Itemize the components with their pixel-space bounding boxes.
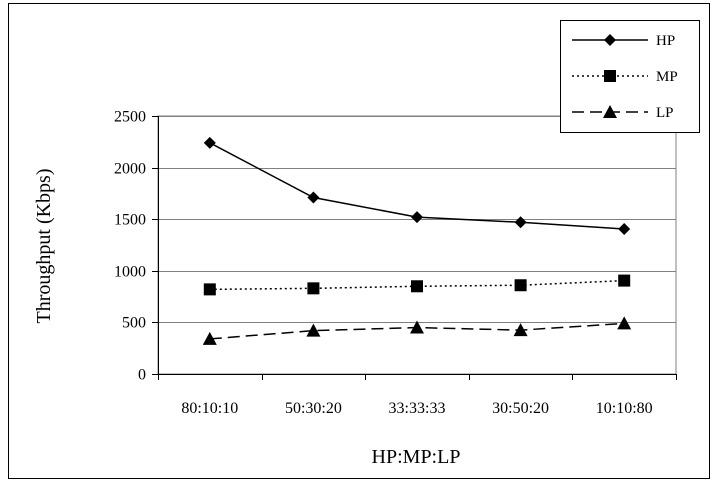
y-tick-label: 1500 xyxy=(114,212,146,229)
y-tick-label: 0 xyxy=(138,367,146,384)
x-tick-label: 80:10:10 xyxy=(181,400,238,417)
triangle-marker xyxy=(603,105,617,118)
diamond-marker xyxy=(514,216,527,229)
x-tick-label: 33:33:33 xyxy=(389,400,446,417)
triangle-marker xyxy=(202,331,217,345)
series-hp xyxy=(203,136,631,236)
square-marker xyxy=(307,282,320,295)
triangle-marker xyxy=(410,320,424,334)
legend: HP MP LP xyxy=(560,20,700,133)
axes: 0 500 1000 1500 2000 2500 80:10:10 50:30:20 33:3… xyxy=(114,109,677,417)
triangle-marker xyxy=(617,316,632,330)
y-tick-label: 2500 xyxy=(114,109,146,126)
x-tick-label: 50:30:20 xyxy=(285,400,342,417)
triangle-marker xyxy=(513,323,528,337)
diamond-marker xyxy=(203,136,216,149)
legend-label-lp: LP xyxy=(656,105,674,121)
diamond-marker xyxy=(307,191,320,204)
y-tick-label: 500 xyxy=(122,315,146,332)
series-mp xyxy=(203,274,631,296)
legend-label-mp: MP xyxy=(656,69,678,85)
square-marker xyxy=(203,283,216,296)
series-line-mp xyxy=(209,279,625,291)
triangle-marker xyxy=(306,323,321,337)
legend-label-hp: HP xyxy=(656,33,675,49)
x-axis-title: HP:MP:LP xyxy=(372,446,461,468)
series-lp xyxy=(202,316,632,345)
series xyxy=(202,136,632,345)
square-marker xyxy=(618,274,631,287)
diamond-marker xyxy=(411,211,423,224)
y-tick-label: 1000 xyxy=(114,264,146,281)
x-tick-label: 10:10:80 xyxy=(596,400,653,417)
diamond-marker xyxy=(618,223,631,236)
x-tick-label: 30:50:20 xyxy=(492,400,549,417)
legend-box xyxy=(560,20,700,133)
square-marker xyxy=(411,280,423,293)
diamond-marker xyxy=(604,34,616,46)
y-tick-label: 2000 xyxy=(114,161,146,178)
square-marker xyxy=(604,70,616,82)
y-axis-title: Throughput (Kbps) xyxy=(33,169,55,324)
square-marker xyxy=(514,279,527,292)
